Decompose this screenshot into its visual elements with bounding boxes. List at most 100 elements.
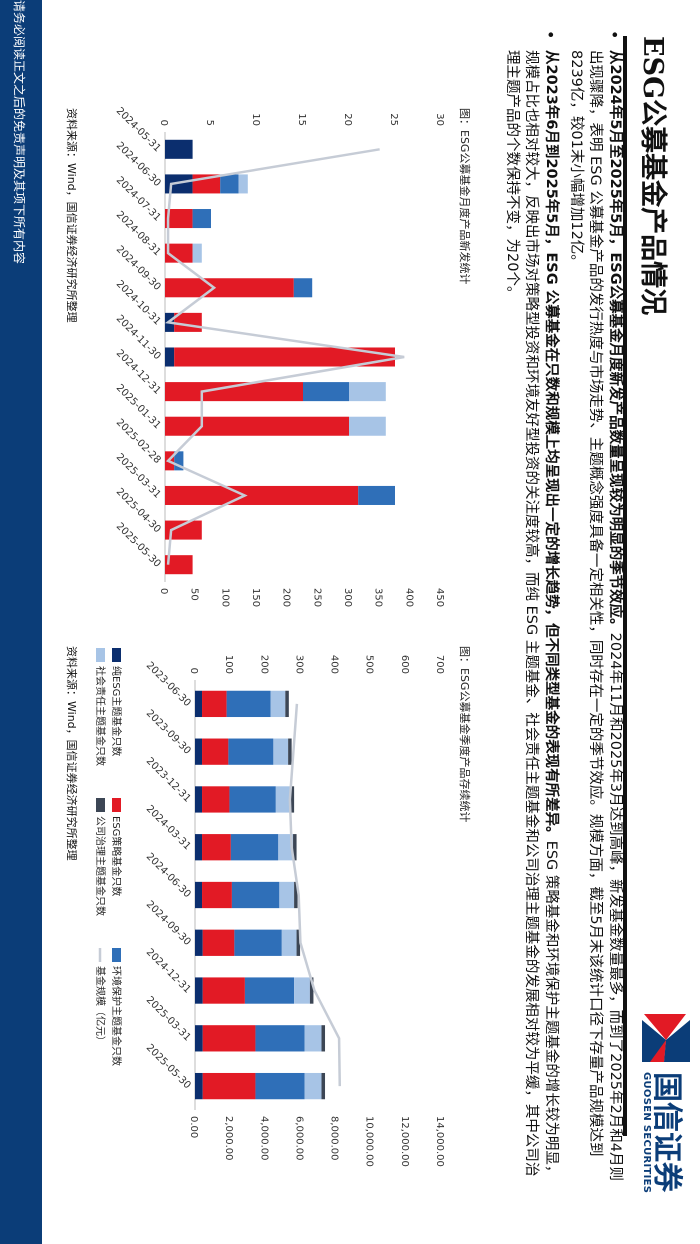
y-left-tick-label: 100 [223,655,234,674]
bar-segment [255,1072,305,1100]
y-right-tick-label: 250 [311,588,322,607]
bullet-dot-icon: • [541,30,560,40]
page-title: ESG公募基金产品情况 [637,36,668,316]
x-tick-label: 2024-03-31 [144,803,193,852]
bar-segment [220,174,239,194]
bar-segment [231,881,280,909]
bar-segment [192,243,202,263]
y-left-tick-label: 0 [158,120,169,126]
y-left-tick-label: 200 [258,655,269,674]
bar-segment [194,738,203,765]
bar-segment [195,977,203,1004]
bullet-text-1: 从2024年5月至2025年5月，ESG公募基金月度新发产品数量呈现较为明显的季… [566,50,625,1190]
y-right-tick-label: 400 [403,588,414,607]
legend-label: 公司治理主题基金只数 [94,816,107,916]
bar-segment [349,416,386,436]
logo-mark-icon [642,1014,690,1062]
logo-text-en: GUOSEN SECURITIES [641,1072,652,1194]
line-series [288,703,342,1087]
bar-segment [255,1025,305,1052]
logo-text-cn: 国信证券 [649,1072,684,1192]
y-right-tick-label: 12,000.00 [399,1116,410,1167]
y-right-tick-label: 150 [250,588,261,607]
bar-segment [174,347,395,367]
title-bar: ESG公募基金产品情况 [623,0,689,1136]
bar-segment [279,881,295,909]
bar-segment [165,485,359,505]
y-right-tick-label: 100 [219,588,230,607]
legend-swatch [112,798,121,812]
y-right-tick-label: 450 [434,588,445,607]
bar-segment [244,977,295,1004]
bar-segment [194,786,203,813]
y-right-tick-label: 200 [281,588,292,607]
figure-1-source: 资料来源：Wind，国信证券经济研究所整理 [65,108,78,323]
y-right-tick-label: 6,000.00 [293,1116,304,1161]
bar-segment [202,929,235,956]
bar-segment [165,555,193,575]
figure-2-source: 资料来源：Wind，国信证券经济研究所整理 [65,646,78,861]
legend-label: 纯ESG主题基金只数 [110,666,123,756]
bar-segment [270,690,286,718]
y-right-tick-label: 8,000.00 [329,1116,340,1161]
bar-segment [293,834,297,861]
bar-segment [228,738,274,765]
bar-segment [349,382,386,402]
x-tick-label: 2023-09-30 [144,708,193,757]
bar-segment [285,690,289,718]
bar-segment [294,977,310,1004]
y-left-tick-label: 600 [399,655,410,674]
y-right-tick-label: 14,000.00 [434,1116,445,1167]
x-tick-label: 2024-09-30 [144,899,193,948]
bar-segment [281,929,297,956]
bullet-1-bold: 从2024年5月至2025年5月，ESG公募基金月度新发产品数量呈现较为明显的季… [607,50,623,633]
x-tick-label: 2024-06-30 [144,851,193,900]
x-tick-label: 2025-03-31 [144,995,193,1044]
bar-segment [195,1025,203,1052]
bar-segment [230,834,279,861]
bullet-2-bold: 从2023年6月到2025年5月，ESG 公募基金在只数和规模上均呈现出一定的增… [543,50,559,841]
bar-segment [165,382,303,402]
bar-segment [321,1025,326,1052]
y-left-tick-label: 700 [434,655,445,674]
chart-monthly-new-funds: 0 5 10 15 20 25 300 50 100 150 200 250 300 350 400 4502… [114,106,445,608]
bar-segment [202,881,232,909]
bar-segment [278,834,294,861]
legend-swatch [96,798,105,812]
bar-segment [293,278,313,298]
y-left-tick-label: 400 [329,655,340,674]
x-tick-label: 2023-06-30 [144,660,193,709]
line-series [164,148,405,565]
x-tick-label: 2025-05-30 [144,1042,193,1091]
y-left-tick-label: 25 [388,113,399,126]
y-right-tick-label: 350 [373,588,384,607]
bar-segment [321,1072,326,1100]
bar-segment [202,1072,256,1100]
y-right-tick-label: 10,000.00 [364,1116,375,1167]
bar-segment [165,243,193,263]
figure-quarterly-existing-funds: 图：ESG公募基金季度产品存续统计 0 100 200 300 400 500 600 700… [55,640,475,1170]
y-left-tick-label: 0 [188,668,199,674]
bullet-dot-icon: • [605,30,624,40]
bar-segment [195,929,203,956]
bar-segment [165,139,193,159]
bar-segment [165,347,175,367]
legend-swatch [112,948,121,962]
y-left-tick-label: 10 [250,113,261,126]
y-left-tick-label: 5 [204,120,215,126]
bar-segment [304,1072,322,1100]
bar-segment [273,738,289,765]
bar-segment [238,174,248,194]
bar-segment [358,485,395,505]
bar-segment [202,690,227,718]
y-right-tick-label: 0.00 [188,1116,199,1138]
bar-segment [165,174,193,194]
y-right-tick-label: 2,000.00 [223,1116,234,1161]
figure-2-title: 图：ESG公募基金季度产品存续统计 [458,646,471,823]
y-left-tick-label: 500 [364,655,375,674]
y-left-tick-label: 15 [296,113,307,126]
bar-segment [202,977,245,1004]
y-right-tick-label: 50 [189,588,200,601]
brand-logo: 国信证券 GUOSEN SECURITIES [634,1010,694,1230]
y-right-tick-label: 300 [342,588,353,607]
